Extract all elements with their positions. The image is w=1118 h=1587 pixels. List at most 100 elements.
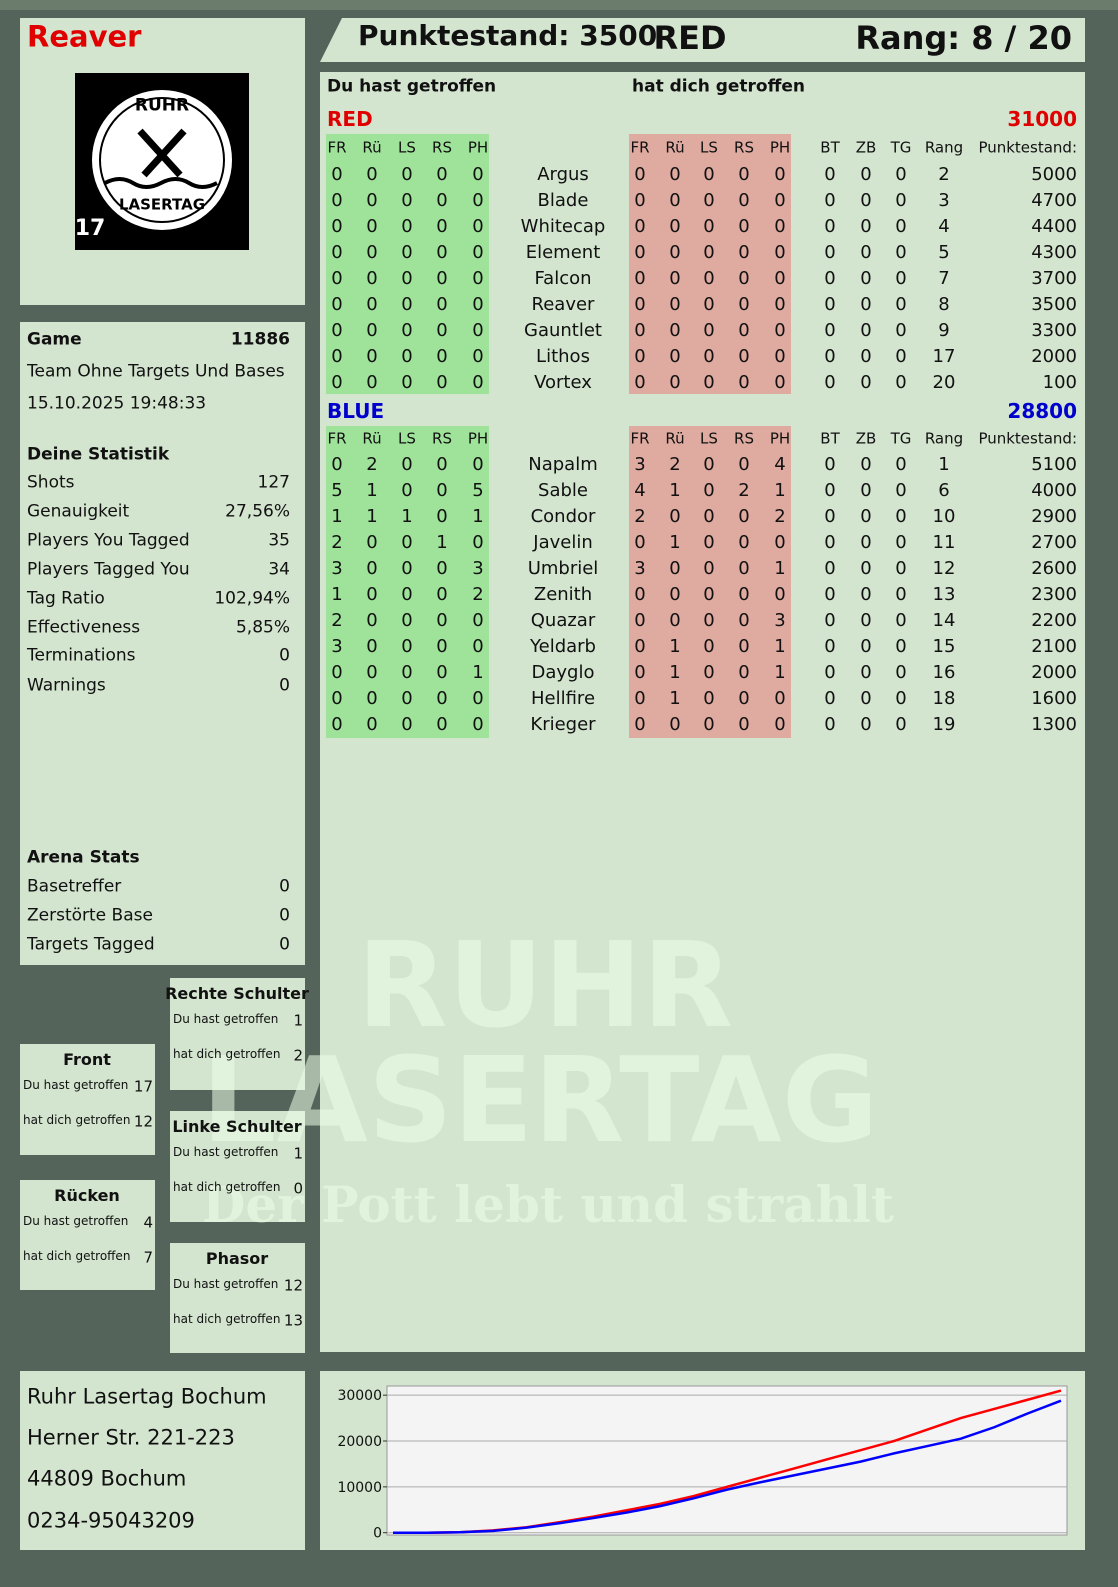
column-header: RS — [734, 138, 754, 157]
cell: 1 — [436, 532, 448, 553]
zone-label: hat dich getroffen — [173, 1312, 281, 1326]
cell: 0 — [860, 532, 872, 553]
cell: 3 — [331, 636, 343, 657]
y-tick-label: 30000 — [337, 1388, 382, 1404]
address-panel — [20, 1371, 305, 1550]
cell: 0 — [401, 320, 413, 341]
cell: 0 — [366, 320, 378, 341]
cell: 0 — [669, 216, 681, 237]
stat-value: 0 — [279, 876, 290, 897]
cell: 0 — [436, 372, 448, 393]
cell: 0 — [774, 584, 786, 605]
zone-box — [170, 1111, 305, 1222]
cell: 0 — [472, 688, 484, 709]
cell: 0 — [634, 636, 646, 657]
cell: 0 — [366, 242, 378, 263]
cell: 8 — [938, 294, 950, 315]
cell: 0 — [401, 480, 413, 501]
stat-label: Tag Ratio — [27, 588, 105, 609]
cell: 0 — [401, 532, 413, 553]
cell: 0 — [634, 532, 646, 553]
cell: 3 — [331, 558, 343, 579]
header-bar — [320, 18, 1085, 62]
cell: 0 — [895, 610, 907, 631]
zone-label: hat dich getroffen — [23, 1113, 131, 1127]
cell: 0 — [366, 164, 378, 185]
cell: 0 — [824, 242, 836, 263]
cell: 0 — [331, 346, 343, 367]
series-line — [393, 1399, 1062, 1534]
cell: 4700 — [1031, 190, 1077, 211]
column-header: Rü — [362, 138, 382, 157]
stat-label: Basetreffer — [27, 876, 122, 897]
cell: 0 — [824, 584, 836, 605]
cell: 0 — [634, 662, 646, 683]
cell: 2600 — [1031, 558, 1077, 579]
cell: 3500 — [1031, 294, 1077, 315]
cell: 0 — [331, 454, 343, 475]
cell: 0 — [738, 532, 750, 553]
cell: 0 — [895, 506, 907, 527]
cell: 0 — [774, 346, 786, 367]
cell: 0 — [472, 610, 484, 631]
cell: 0 — [401, 558, 413, 579]
cell: 5 — [331, 480, 343, 501]
cell: 0 — [824, 480, 836, 501]
zone-label: hat dich getroffen — [173, 1047, 281, 1061]
cell: 7 — [938, 268, 950, 289]
stat-value: 0 — [279, 905, 290, 926]
cell: 2900 — [1031, 506, 1077, 527]
column-header: LS — [700, 138, 718, 157]
cell: 0 — [669, 584, 681, 605]
cell: 0 — [860, 454, 872, 475]
cell: 0 — [703, 584, 715, 605]
column-header: BT — [820, 138, 840, 157]
cell: 0 — [669, 164, 681, 185]
cell: 0 — [738, 714, 750, 735]
cell: 0 — [331, 294, 343, 315]
cell: 0 — [703, 610, 715, 631]
cell: 0 — [895, 320, 907, 341]
cell: 0 — [860, 320, 872, 341]
cell: 0 — [703, 480, 715, 501]
section-title: Arena Stats — [27, 847, 140, 868]
plot-area — [386, 1385, 1068, 1536]
cell: 10 — [932, 506, 956, 527]
cell: 4300 — [1031, 242, 1077, 263]
cell: 0 — [436, 242, 448, 263]
cell: 5 — [938, 242, 950, 263]
cell: 0 — [669, 714, 681, 735]
stat-value: 0 — [279, 934, 290, 955]
cell: 5000 — [1031, 164, 1077, 185]
cell: 2000 — [1031, 662, 1077, 683]
cell: 0 — [703, 346, 715, 367]
stat-label: Warnings — [27, 675, 106, 696]
cell: 4400 — [1031, 216, 1077, 237]
cell: 1 — [669, 532, 681, 553]
cell: 0 — [703, 268, 715, 289]
cell: 0 — [472, 636, 484, 657]
cell: 0 — [634, 190, 646, 211]
cell: 0 — [738, 346, 750, 367]
column-header: RS — [734, 429, 754, 448]
cell: 0 — [436, 636, 448, 657]
cell: 0 — [703, 688, 715, 709]
cell: 0 — [634, 242, 646, 263]
cell: 0 — [436, 688, 448, 709]
zone-label: Du hast getroffen — [23, 1214, 129, 1228]
cell: 6 — [938, 480, 950, 501]
zone-title: Rechte Schulter — [165, 984, 309, 1003]
cell: 0 — [860, 636, 872, 657]
cell: 0 — [331, 242, 343, 263]
cell: 0 — [472, 268, 484, 289]
watermark: LASERTAG — [201, 1031, 879, 1169]
player-name: Krieger — [530, 714, 596, 735]
stat-label: Effectiveness — [27, 617, 141, 638]
cell: 0 — [774, 320, 786, 341]
cell: 0 — [824, 320, 836, 341]
cell: 0 — [401, 636, 413, 657]
cell: 0 — [774, 268, 786, 289]
cell: 19 — [932, 714, 956, 735]
cell: 0 — [366, 662, 378, 683]
stat-value: 27,56% — [225, 501, 290, 522]
